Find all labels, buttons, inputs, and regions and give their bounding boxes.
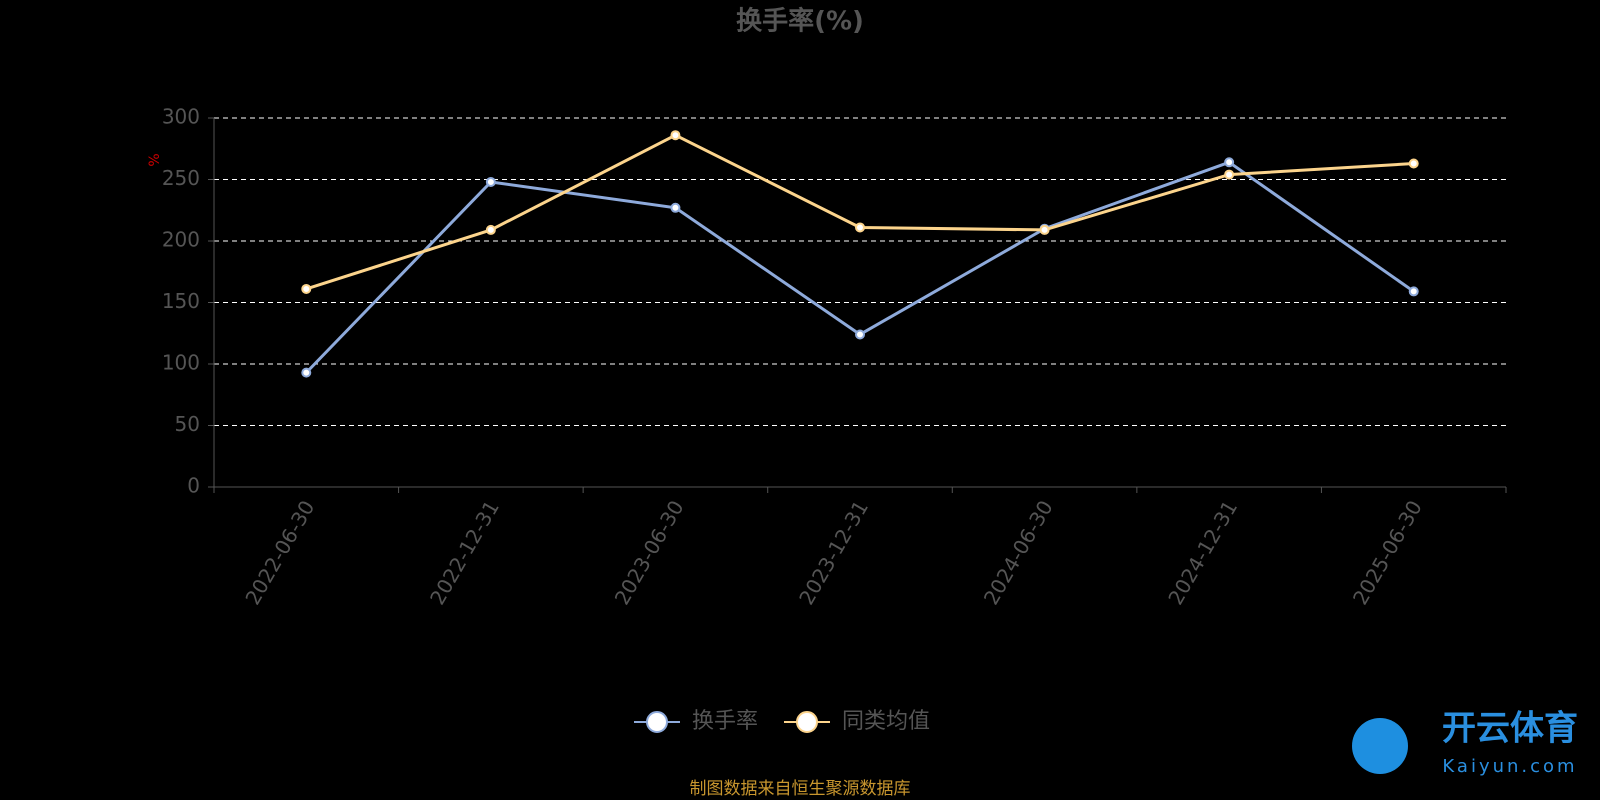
source-note: 制图数据来自恒生聚源数据库 [690, 779, 911, 799]
point [485, 176, 496, 187]
y-tick-label: 0 [187, 474, 200, 498]
watermark-name: 开云体育 [1442, 709, 1578, 749]
y-tick-label: 100 [162, 351, 200, 375]
point [1408, 158, 1419, 169]
point [670, 202, 681, 213]
y-tick-label: 250 [162, 166, 200, 190]
point [855, 329, 865, 340]
logo-circle [1352, 718, 1408, 774]
point [1224, 157, 1235, 168]
y-tick-label: 300 [162, 105, 200, 129]
point [670, 130, 681, 141]
point [855, 222, 865, 233]
legend-marker [646, 711, 668, 733]
legend-label: 换手率 [692, 709, 758, 734]
point [301, 283, 312, 294]
point [1408, 286, 1419, 297]
point [1224, 169, 1235, 180]
chart-title: 换手率(%) [736, 6, 864, 37]
y-axis-label: % [147, 153, 163, 166]
legend-marker [796, 711, 818, 733]
y-tick-label: 150 [162, 289, 200, 313]
point [301, 367, 312, 378]
y-tick-label: 200 [162, 228, 200, 252]
point [1039, 224, 1050, 235]
legend-label: 同类均值 [842, 709, 930, 734]
watermark: 开云体育 Kaiyun.com [1352, 709, 1578, 777]
y-tick-label: 50 [175, 412, 200, 436]
watermark-site: Kaiyun.com [1442, 756, 1577, 777]
point [485, 224, 496, 235]
